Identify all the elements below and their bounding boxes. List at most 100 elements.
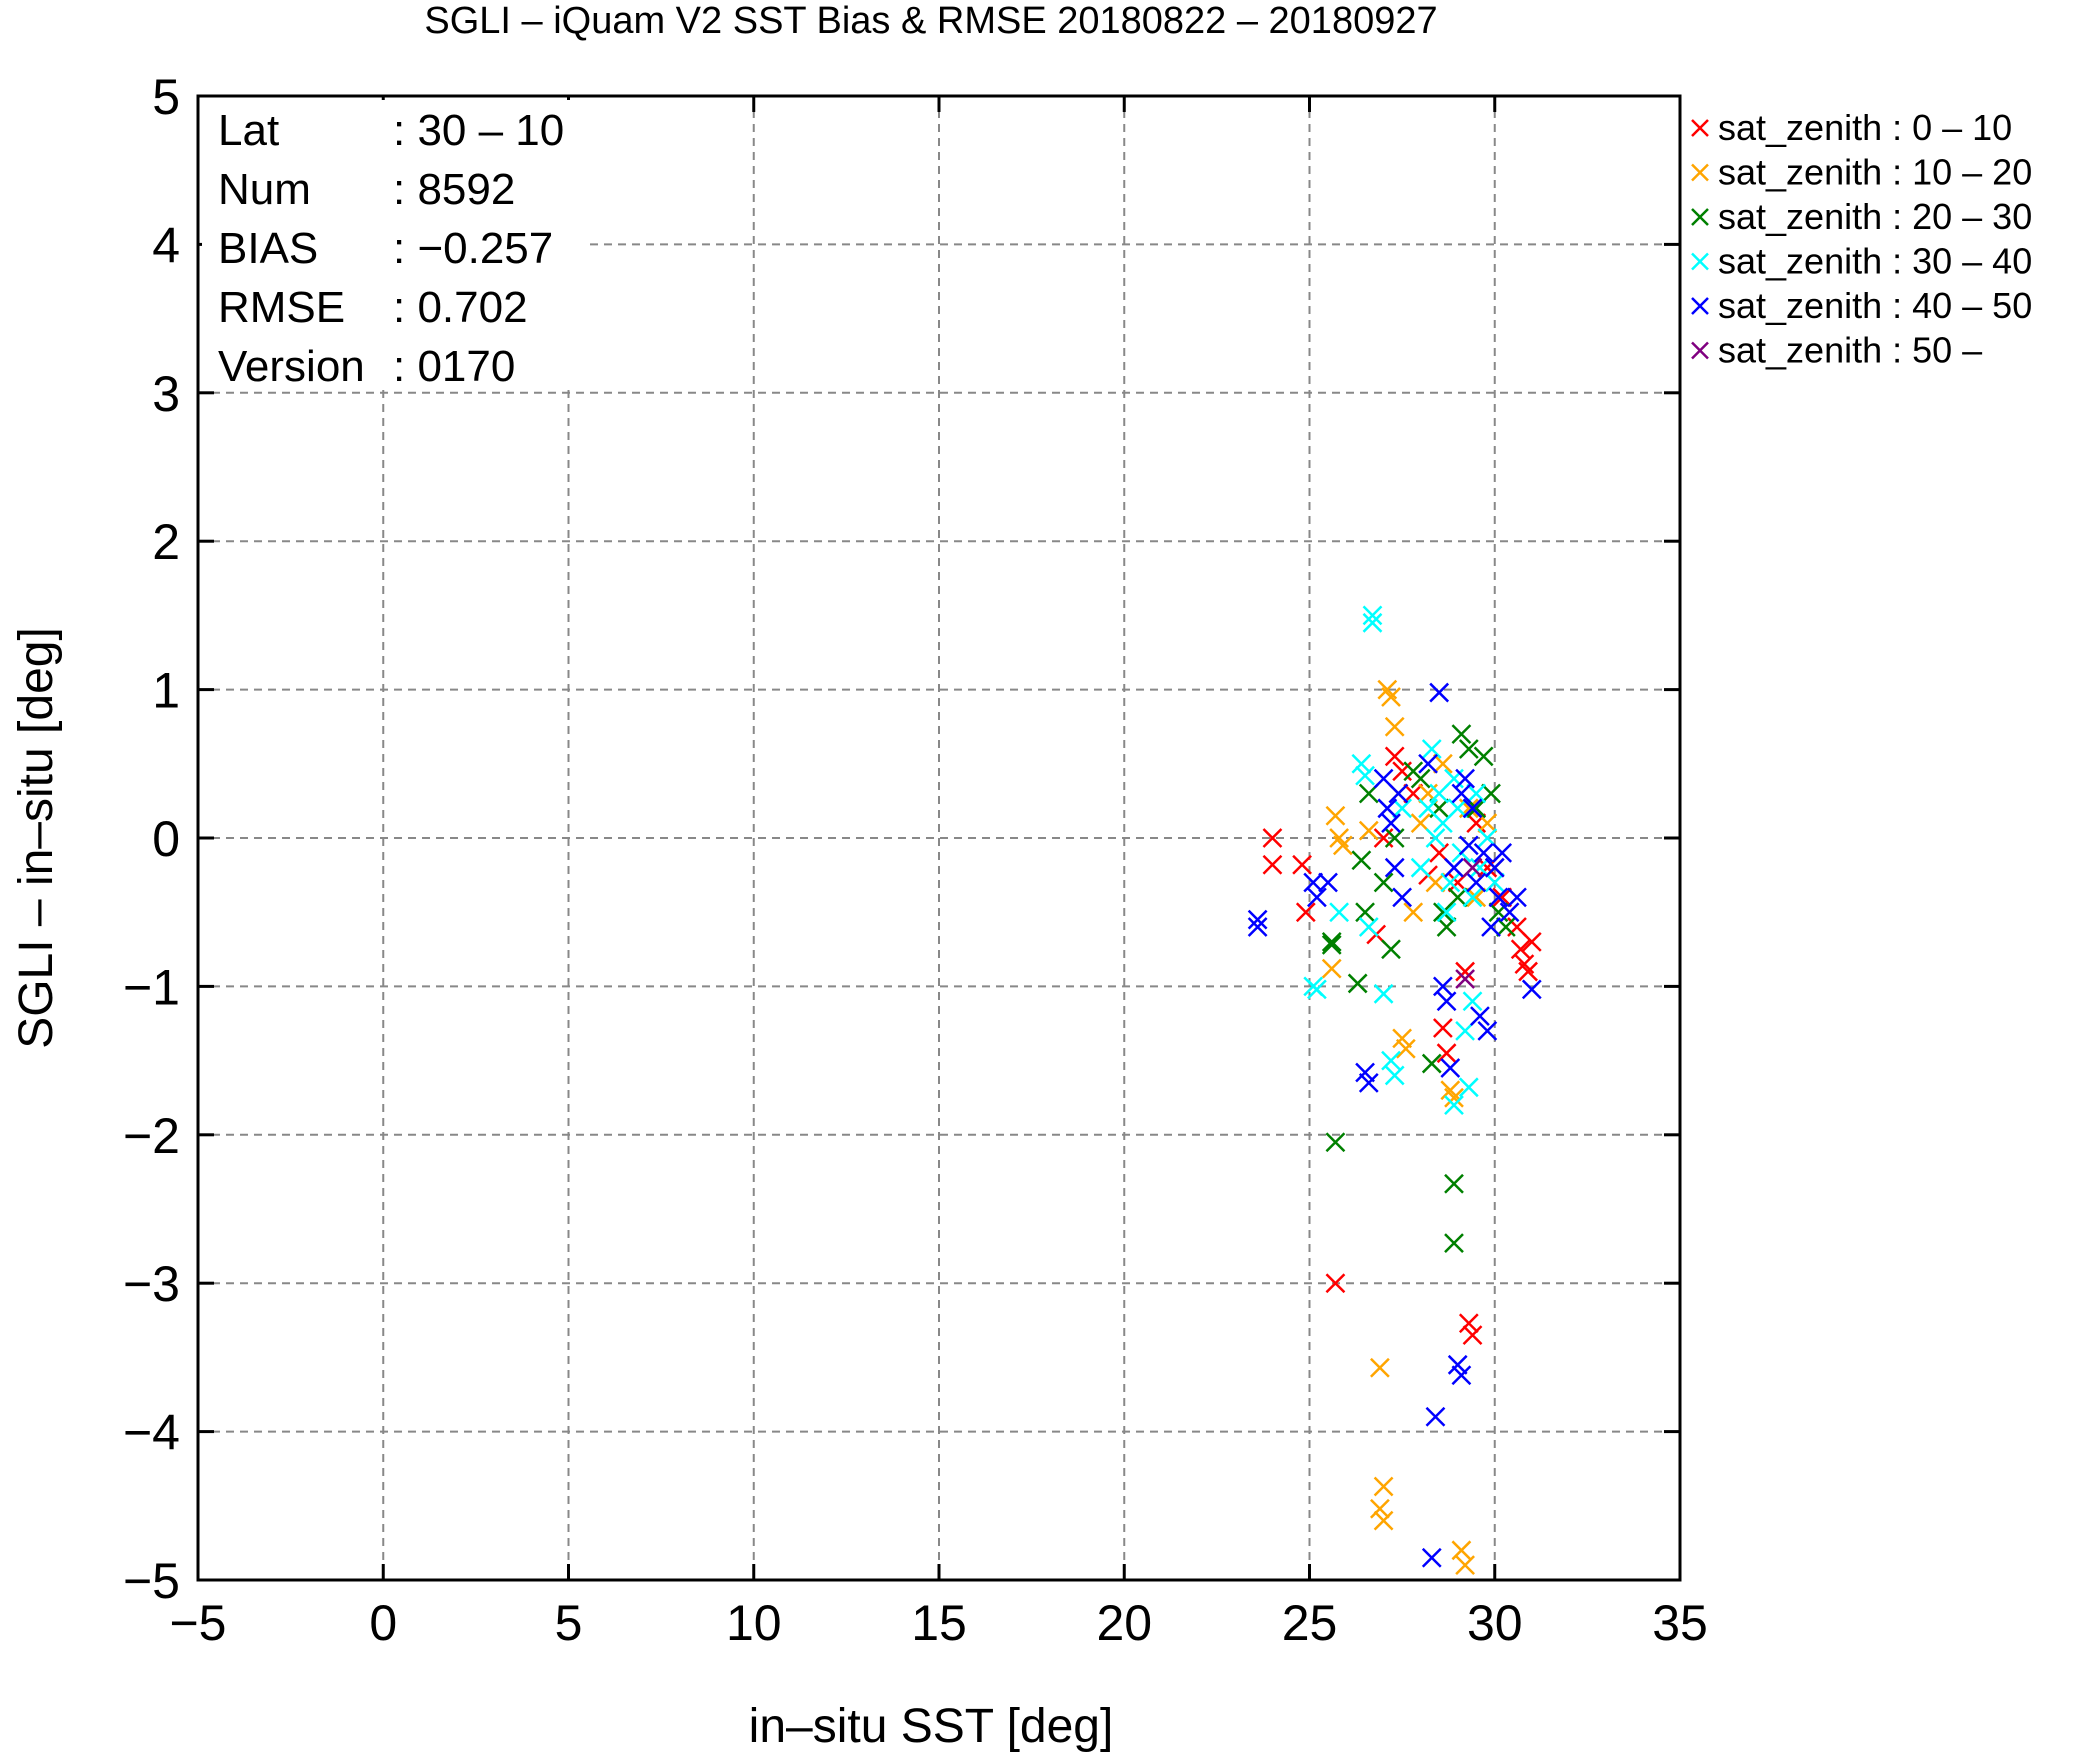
data-point [1418, 753, 1438, 774]
data-point [1351, 753, 1372, 774]
data-point [1362, 612, 1383, 633]
data-point [1462, 798, 1483, 819]
data-point [1481, 783, 1501, 804]
y-tick-label: −1 [123, 959, 180, 1015]
data-point [1403, 902, 1424, 923]
data-point [1455, 1555, 1475, 1576]
data-point [1358, 917, 1379, 937]
data-point [1451, 1540, 1472, 1561]
data-point [1329, 902, 1350, 923]
data-point [1395, 1038, 1416, 1059]
data-point [1370, 1498, 1390, 1519]
stats-box: Lat: 30 – 10 Num: 8592 BIAS: −0.257 RMSE: 0… [202, 100, 587, 391]
data-point [1444, 1087, 1464, 1108]
x-tick-label: 20 [1096, 1595, 1152, 1651]
legend-marker [1691, 252, 1709, 271]
data-point [1421, 739, 1442, 759]
data-point [1421, 1547, 1442, 1568]
data-point [1432, 976, 1453, 997]
data-point [1425, 828, 1446, 848]
y-axis-label: SGLI – in–situ [deg] [10, 627, 63, 1049]
data-point [1451, 783, 1472, 804]
stats-value: : −0.257 [393, 224, 553, 273]
stats-label: Lat [218, 106, 279, 155]
data-point [1477, 1021, 1498, 1041]
data-point [1473, 842, 1494, 863]
data-point [1518, 961, 1538, 982]
data-point [1432, 1018, 1453, 1038]
legend-label: sat_zenith : 10 – 20 [1718, 152, 2032, 193]
data-point [1347, 973, 1368, 994]
data-point [1436, 902, 1457, 923]
y-tick-label: 1 [152, 663, 180, 719]
data-point [1247, 909, 1268, 930]
data-point [1295, 902, 1316, 923]
data-point [1381, 813, 1401, 834]
data-point [1392, 887, 1413, 908]
data-point [1444, 857, 1464, 878]
data-point [1462, 857, 1483, 878]
data-point [1332, 835, 1353, 856]
x-axis-label: in–situ SST [deg] [749, 1700, 1114, 1753]
data-point [1325, 1132, 1346, 1153]
y-tick-label: 0 [152, 811, 180, 867]
data-point [1488, 887, 1509, 908]
data-point [1303, 872, 1324, 893]
data-point [1484, 857, 1505, 878]
data-point [1355, 902, 1375, 923]
data-point [1484, 872, 1505, 893]
legend-marker [1691, 163, 1709, 182]
data-point [1381, 1050, 1401, 1071]
data-point [1462, 887, 1483, 908]
axes: −5 0 5 10 15 20 25 30 35 −5 −4 −3 −2 −1 0 1 2 3 4 5 [123, 69, 1708, 1651]
stats-label: Version [218, 342, 365, 391]
data-point [1492, 842, 1513, 863]
data-point [1492, 887, 1513, 908]
data-point [1440, 872, 1461, 893]
grid-lines [198, 96, 1680, 1580]
data-point [1436, 1043, 1457, 1064]
x-tick-label: −5 [169, 1595, 226, 1651]
data-point [1321, 958, 1342, 979]
data-point [1462, 1325, 1483, 1346]
legend-marker [1691, 119, 1709, 137]
data-point [1384, 716, 1405, 737]
data-point [1384, 1065, 1405, 1086]
data-points [1247, 605, 1542, 1576]
y-tick-label: −3 [123, 1256, 180, 1312]
legend-marker [1691, 297, 1709, 315]
y-tick-label: 3 [152, 366, 180, 422]
data-point [1458, 1313, 1479, 1334]
data-point [1429, 682, 1450, 703]
data-point [1507, 887, 1527, 908]
data-point [1381, 687, 1401, 707]
data-point [1447, 887, 1468, 908]
data-point [1447, 1354, 1468, 1375]
data-point [1318, 872, 1338, 893]
data-point [1425, 1406, 1446, 1427]
data-point [1451, 724, 1472, 745]
legend-label: sat_zenith : 20 – 30 [1718, 196, 2032, 237]
data-point [1473, 746, 1494, 767]
legend-label: sat_zenith : 30 – 40 [1718, 241, 2032, 282]
data-point [1355, 1062, 1375, 1083]
data-point [1510, 939, 1531, 960]
data-point [1421, 1053, 1442, 1074]
data-point [1521, 979, 1542, 1000]
data-point [1444, 1095, 1464, 1116]
x-tick-label: 25 [1282, 1595, 1338, 1651]
data-point [1362, 605, 1383, 626]
data-point [1392, 798, 1413, 819]
data-point [1418, 798, 1438, 819]
data-point [1292, 854, 1312, 875]
data-point [1462, 991, 1483, 1012]
data-point [1247, 917, 1268, 937]
data-point [1410, 857, 1431, 878]
data-point [1384, 746, 1405, 767]
x-tick-label: 0 [369, 1595, 397, 1651]
data-point [1388, 783, 1409, 804]
data-point [1321, 934, 1342, 955]
data-point [1373, 1510, 1394, 1531]
